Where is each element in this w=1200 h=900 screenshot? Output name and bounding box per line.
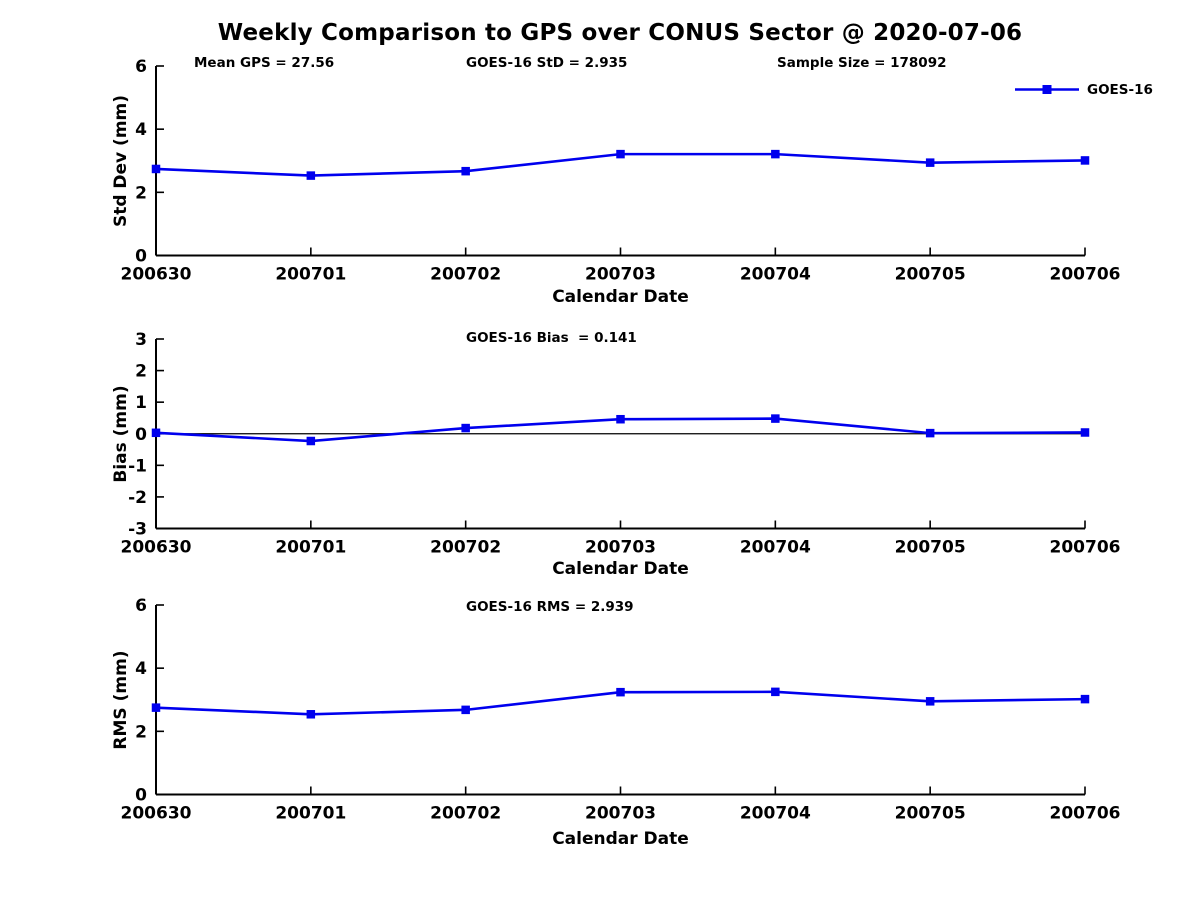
x-tick-label: 200701	[275, 265, 346, 285]
xlabel-rms: Calendar Date	[552, 829, 689, 849]
data-point-marker	[616, 149, 625, 159]
y-tick-label: -3	[128, 520, 147, 540]
ylabel-rms: RMS (mm)	[111, 650, 131, 750]
data-point-marker	[616, 414, 625, 424]
annotation-goes16-bias: GOES-16 Bias = 0.141	[466, 330, 637, 346]
data-point-marker	[151, 428, 161, 438]
y-tick-label: 2	[135, 362, 147, 382]
x-tick-label: 200706	[1050, 538, 1121, 558]
x-tick-label: 200703	[585, 804, 656, 824]
x-tick-label: 200705	[895, 804, 966, 824]
y-tick-label: 3	[135, 330, 147, 350]
y-tick-label: -1	[128, 456, 147, 476]
ylabel-bias: Bias (mm)	[111, 385, 131, 483]
data-point-marker	[306, 171, 316, 180]
y-tick-label: 2	[135, 183, 147, 203]
x-tick-label: 200702	[430, 538, 501, 558]
annotation-goes16-std: GOES-16 StD = 2.935	[466, 55, 628, 71]
x-tick-label: 200630	[121, 804, 192, 824]
x-tick-label: 200630	[121, 538, 192, 558]
annotation-mean-gps: Mean GPS = 27.56	[194, 55, 335, 71]
data-point-marker	[1080, 156, 1090, 165]
annotation-goes16-rms: GOES-16 RMS = 2.939	[466, 599, 634, 615]
x-tick-label: 200705	[895, 265, 966, 285]
data-point-marker	[306, 710, 316, 719]
y-tick-label: 0	[135, 247, 147, 267]
legend-line-marker-icon	[1015, 85, 1079, 94]
data-point-marker	[925, 697, 935, 706]
y-tick-label: 4	[135, 120, 147, 140]
y-tick-label: 0	[135, 786, 147, 806]
y-tick-label: 1	[135, 393, 147, 413]
x-tick-label: 200706	[1050, 804, 1121, 824]
data-point-marker	[461, 166, 470, 176]
data-point-marker	[771, 149, 780, 159]
data-point-marker	[1080, 428, 1090, 437]
legend: GOES-16	[1014, 81, 1153, 98]
data-point-marker	[151, 164, 161, 174]
x-tick-label: 200704	[740, 265, 811, 285]
figure-title: Weekly Comparison to GPS over CONUS Sect…	[217, 20, 1023, 46]
data-point-marker	[461, 423, 470, 433]
y-tick-label: 6	[135, 596, 147, 616]
y-tick-label: 2	[135, 722, 147, 742]
y-tick-label: 6	[135, 57, 147, 77]
data-point-marker	[616, 687, 625, 697]
subplot-0: 0 2 4 6 200630 200701 200702 200703 200704 200705…	[121, 57, 1121, 285]
x-tick-label: 200701	[275, 538, 346, 558]
data-point-marker	[1080, 694, 1090, 704]
data-point-marker	[771, 687, 780, 697]
ylabel-stddev: Std Dev (mm)	[111, 94, 131, 228]
x-tick-label: 200630	[121, 265, 192, 285]
data-point-marker	[151, 703, 161, 712]
y-tick-label: 4	[135, 659, 147, 679]
legend-label: GOES-16	[1087, 81, 1153, 98]
data-point-marker	[771, 414, 780, 423]
x-tick-label: 200701	[275, 804, 346, 824]
x-tick-label: 200704	[740, 804, 811, 824]
y-tick-label: -2	[128, 488, 147, 508]
x-tick-label: 200705	[895, 538, 966, 558]
x-tick-label: 200706	[1050, 265, 1121, 285]
x-tick-label: 200702	[430, 265, 501, 285]
x-tick-label: 200704	[740, 538, 811, 558]
xlabel-bias: Calendar Date	[552, 559, 689, 579]
x-tick-label: 200703	[585, 538, 656, 558]
x-tick-label: 200703	[585, 265, 656, 285]
data-point-marker	[925, 428, 935, 438]
x-tick-label: 200702	[430, 804, 501, 824]
data-point-marker	[461, 705, 470, 715]
data-point-marker	[306, 436, 316, 446]
data-point-marker	[925, 158, 935, 167]
subplot-2: 0 2 4 6 200630 200701 200702 200703 200704 200705…	[121, 596, 1121, 824]
y-tick-label: 0	[135, 425, 147, 445]
xlabel-stddev: Calendar Date	[552, 287, 689, 307]
annotation-sample-size: Sample Size = 178092	[777, 55, 947, 71]
